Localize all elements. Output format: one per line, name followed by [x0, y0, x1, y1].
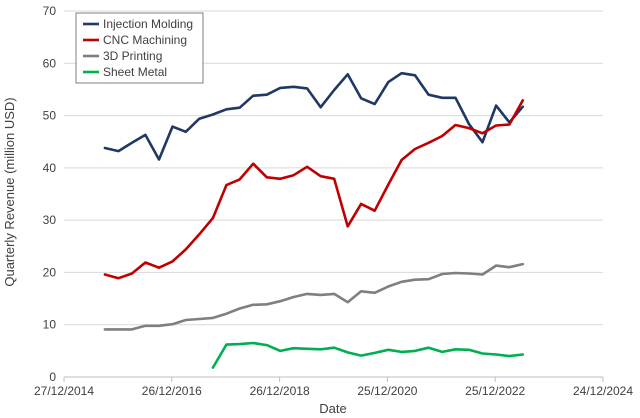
y-tick-label: 40 — [43, 161, 57, 175]
y-tick-label: 70 — [43, 4, 57, 18]
y-tick-label: 20 — [43, 265, 57, 279]
legend: Injection Molding CNC Machining 3D Printin… — [75, 12, 204, 84]
y-tick-label: 50 — [43, 109, 57, 123]
x-tick-labels: 27/12/2014 26/12/2016 26/12/2018 25/12/2020… — [34, 384, 633, 398]
legend-label: Injection Molding — [103, 17, 193, 31]
y-tick-label: 30 — [43, 213, 57, 227]
y-tick-label: 0 — [49, 370, 56, 384]
x-tick-label: 27/12/2014 — [34, 384, 94, 398]
legend-label: 3D Printing — [103, 49, 162, 63]
x-tick-label: 25/12/2020 — [357, 384, 417, 398]
y-axis-title: Quarterly Revenue (million USD) — [2, 97, 17, 286]
x-tick-label: 25/12/2022 — [465, 384, 525, 398]
axes — [63, 376, 604, 382]
x-tick-label: 26/12/2016 — [142, 384, 202, 398]
series-line-3d-printing — [103, 262, 525, 331]
x-tick-label: 24/12/2024 — [573, 384, 633, 398]
x-axis-title: Date — [319, 401, 346, 416]
x-tick-label: 26/12/2018 — [250, 384, 310, 398]
series-line-sheet-metal — [211, 341, 525, 369]
legend-label: Sheet Metal — [103, 65, 167, 79]
series-lines — [103, 71, 525, 369]
series-line-injection-molding — [103, 71, 525, 161]
y-tick-label: 10 — [43, 318, 57, 332]
y-tick-label: 60 — [43, 56, 57, 70]
legend-label: CNC Machining — [103, 33, 187, 47]
y-tick-labels: 0 10 20 30 40 50 60 70 — [43, 4, 57, 384]
series-line-cnc-machining — [103, 99, 525, 280]
